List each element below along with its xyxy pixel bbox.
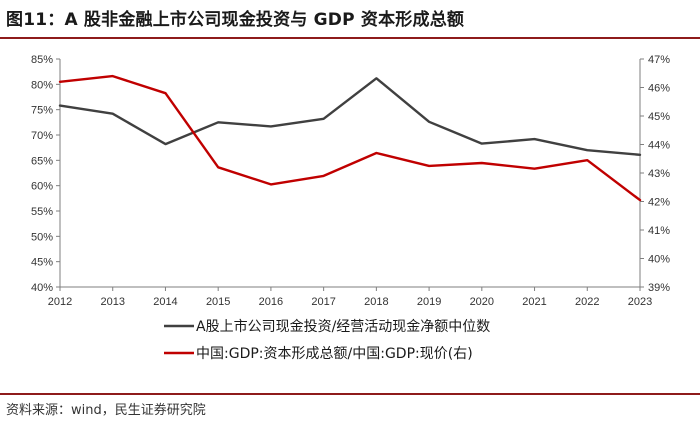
right-axis-tick-label: 45%: [648, 111, 670, 123]
left-axis-tick-label: 75%: [31, 105, 53, 117]
x-axis-tick-label: 2014: [153, 296, 177, 308]
legend-label-cash-investment: A股上市公司现金投资/经营活动现金净额中位数: [196, 318, 490, 335]
right-axis-tick-label: 42%: [648, 197, 670, 209]
x-axis-tick-label: 2023: [628, 296, 652, 308]
x-axis-tick-label: 2022: [575, 296, 599, 308]
chart-legend: A股上市公司现金投资/经营活动现金净额中位数中国:GDP:资本形成总额/中国:G…: [164, 318, 490, 362]
source-note: 资料来源：wind，民生证券研究院: [6, 403, 206, 418]
left-axis-tick-label: 55%: [31, 206, 53, 218]
footer-divider: [0, 393, 700, 395]
left-axis-tick-label: 45%: [31, 257, 53, 269]
x-axis-tick-label: 2017: [311, 296, 335, 308]
line-chart: 40% 45% 50% 55% 60% 65% 70% 75% 80% 85% 39% 40% 41%…: [31, 54, 670, 362]
series-line-cash-investment: [58, 77, 642, 157]
left-axis-tick-label: 70%: [31, 130, 53, 142]
x-axis-tick-label: 2016: [259, 296, 283, 308]
right-axis-tick-label: 47%: [648, 54, 670, 66]
x-axis-tick-label: 2015: [206, 296, 230, 308]
right-axis-tick-label: 41%: [648, 225, 670, 237]
x-axis-tick-label: 2020: [470, 296, 494, 308]
right-axis-tick-label: 43%: [648, 168, 670, 180]
x-axis-tick-label: 2012: [48, 296, 72, 308]
right-axis-ticks: 39% 40% 41% 42% 43% 44% 45% 46% 47%: [640, 54, 670, 294]
left-axis-tick-label: 85%: [31, 54, 53, 66]
right-axis-tick-label: 39%: [648, 282, 670, 294]
right-axis-tick-label: 40%: [648, 254, 670, 266]
x-axis-tick-label: 2019: [417, 296, 441, 308]
left-axis-tick-label: 80%: [31, 79, 53, 91]
series-lines: [58, 74, 642, 202]
left-axis-tick-label: 60%: [31, 181, 53, 193]
left-axis-tick-label: 65%: [31, 155, 53, 167]
title-divider: [0, 37, 700, 39]
legend-label-gdp-capital-formation: 中国:GDP:资本形成总额/中国:GDP:现价(右): [196, 346, 473, 362]
series-line-gdp-capital-formation: [58, 74, 642, 202]
left-axis-tick-label: 40%: [31, 282, 53, 294]
left-axis-tick-label: 50%: [31, 231, 53, 243]
right-axis-tick-label: 46%: [648, 83, 670, 95]
x-axis-ticks: 2012 2013 2014 2015 2016 2017 2018 2019 2020 2021…: [48, 287, 652, 308]
chart-axes: [59, 59, 641, 288]
right-axis-tick-label: 44%: [648, 140, 670, 152]
x-axis-tick-label: 2018: [364, 296, 388, 308]
left-axis-ticks: 40% 45% 50% 55% 60% 65% 70% 75% 80% 85%: [31, 54, 60, 294]
x-axis-tick-label: 2013: [100, 296, 124, 308]
chart-title: 图11：A 股非金融上市公司现金投资与 GDP 资本形成总额: [6, 10, 465, 30]
x-axis-tick-label: 2021: [522, 296, 546, 308]
